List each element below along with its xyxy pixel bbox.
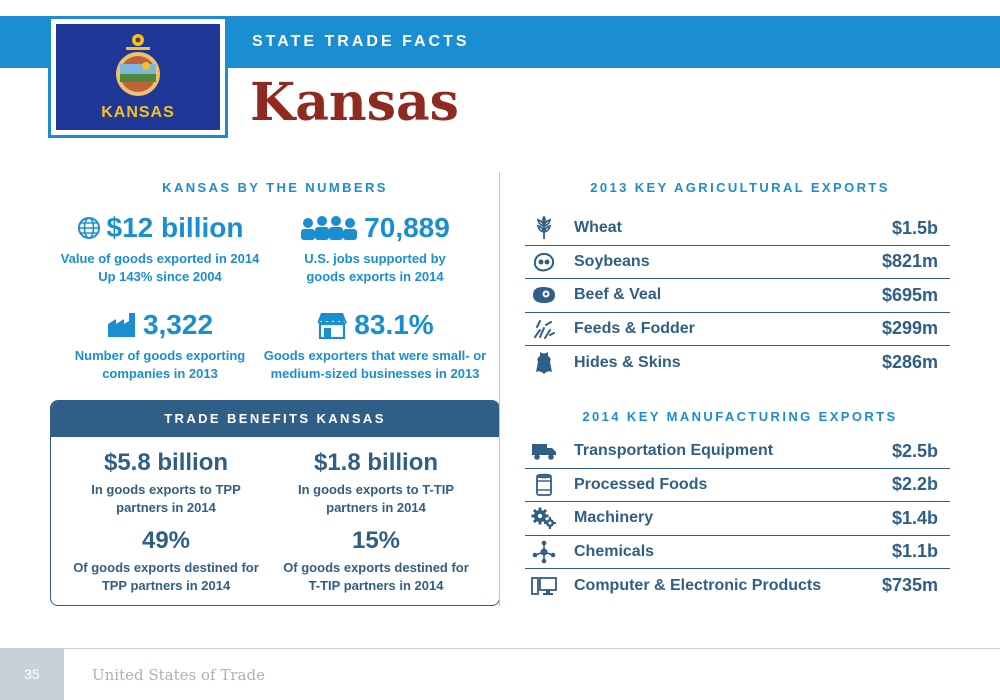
list-item: Hides & Skins $286m (525, 346, 950, 380)
can-icon (529, 473, 559, 497)
export-name: Soybeans (574, 252, 650, 270)
trade-benefits-panel: TRADE BENEFITS KANSAS $5.8 billion In go… (50, 400, 500, 606)
export-value: $1.1b (891, 541, 938, 562)
stat-value: 83.1% (354, 309, 434, 340)
by-numbers-heading: KANSAS BY THE NUMBERS (162, 180, 388, 195)
wheat-icon (529, 216, 559, 240)
benefit-desc-line: partners in 2014 (116, 500, 216, 515)
list-item: Chemicals $1.1b (525, 536, 950, 569)
factory-icon (107, 313, 135, 337)
benefit-ttip-value: $1.8 billion In goods exports to T-TIP p… (271, 449, 481, 517)
storefront-icon (317, 313, 348, 339)
computer-icon (529, 575, 559, 597)
benefit-value: 15% (351, 527, 401, 554)
stat-desc-line: medium-sized businesses in 2013 (270, 366, 480, 381)
molecule-icon (529, 540, 559, 564)
export-name: Machinery (574, 509, 654, 527)
stat-desc-line: goods exports in 2014 (306, 269, 444, 284)
stat-jobs: 70,889 U.S. jobs supported by goods expo… (270, 212, 480, 286)
stat-desc-line: companies in 2013 (102, 366, 218, 381)
workers-icon (301, 216, 358, 240)
export-name: Transportation Equipment (574, 442, 774, 460)
agricultural-heading: 2013 KEY AGRICULTURAL EXPORTS (590, 180, 890, 195)
page-title: Kansas (250, 72, 459, 133)
benefit-desc-line: Of goods exports destined for (73, 560, 259, 575)
trade-benefits-heading: TRADE BENEFITS KANSAS (51, 401, 499, 437)
list-item: Beef & Veal $695m (525, 279, 950, 313)
export-value: $735m (881, 575, 938, 596)
benefit-desc-line: In goods exports to T-TIP (298, 482, 454, 497)
benefit-desc-line: partners in 2014 (326, 500, 426, 515)
export-value: $2.2b (891, 474, 938, 495)
steak-icon (529, 285, 559, 305)
flag-label: KANSAS (101, 104, 175, 121)
stat-value: $12 billion (106, 212, 244, 243)
stat-desc-line: Up 143% since 2004 (98, 269, 222, 284)
manufacturing-list: Transportation Equipment $2.5b Processed… (525, 435, 950, 603)
export-name: Beef & Veal (574, 286, 662, 304)
benefit-desc-line: Of goods exports destined for (283, 560, 469, 575)
hide-icon (529, 351, 559, 375)
list-item: Processed Foods $2.2b (525, 469, 950, 502)
export-value: $695m (881, 284, 938, 305)
stat-small-business: 83.1% Goods exporters that were small- o… (262, 309, 488, 383)
list-item: Machinery $1.4b (525, 502, 950, 536)
list-item: Wheat $1.5b (525, 212, 950, 246)
benefit-desc-line: TPP partners in 2014 (101, 578, 231, 593)
stat-desc-line: Number of goods exporting (74, 348, 246, 363)
stat-desc-line: Value of goods exported in 2014 (60, 251, 260, 266)
state-seal-icon (116, 34, 160, 96)
publication-title: United States of Trade (92, 666, 265, 684)
benefit-value: 49% (141, 527, 191, 554)
stat-exports-value: $12 billion Value of goods exported in 2… (55, 212, 265, 286)
benefit-tpp-value: $5.8 billion In goods exports to TPP par… (61, 449, 271, 517)
stat-desc-line: U.S. jobs supported by (304, 251, 446, 266)
export-name: Computer & Electronic Products (574, 576, 822, 594)
export-value: $299m (881, 318, 938, 339)
export-name: Hides & Skins (574, 353, 681, 371)
export-value: $2.5b (891, 440, 938, 461)
agricultural-list: Wheat $1.5b Soybeans $821m Beef & Veal $… (525, 212, 950, 380)
state-flag: KANSAS (48, 16, 228, 138)
export-name: Processed Foods (574, 475, 708, 493)
benefit-ttip-share: 15% Of goods exports destined for T-TIP … (271, 527, 481, 595)
gears-icon (529, 507, 559, 530)
export-value: $1.5b (891, 217, 938, 238)
globe-icon (77, 217, 100, 239)
stat-value: 3,322 (142, 309, 214, 340)
section-kicker: STATE TRADE FACTS (252, 33, 470, 50)
export-value: $821m (881, 251, 938, 272)
benefit-tpp-share: 49% Of goods exports destined for TPP pa… (61, 527, 271, 595)
stat-value: 70,889 (364, 212, 450, 243)
benefit-value: $1.8 billion (313, 449, 439, 476)
export-value: $1.4b (891, 507, 938, 528)
list-item: Soybeans $821m (525, 246, 950, 279)
export-name: Wheat (574, 219, 622, 237)
list-item: Computer & Electronic Products $735m (525, 569, 950, 603)
list-item: Feeds & Fodder $299m (525, 313, 950, 346)
benefit-desc-line: T-TIP partners in 2014 (308, 578, 444, 593)
export-name: Chemicals (574, 542, 655, 560)
export-value: $286m (881, 352, 938, 373)
benefit-desc-line: In goods exports to TPP (91, 482, 241, 497)
flag-field: KANSAS (56, 24, 220, 130)
footer-divider (0, 648, 1000, 649)
page-number: 35 (0, 649, 64, 700)
stat-companies: 3,322 Number of goods exporting companie… (55, 309, 265, 383)
soybean-icon (529, 251, 559, 273)
stat-desc-line: Goods exporters that were small- or (263, 348, 487, 363)
feed-icon (529, 318, 559, 340)
export-name: Feeds & Fodder (574, 319, 695, 337)
benefit-value: $5.8 billion (103, 449, 229, 476)
list-item: Transportation Equipment $2.5b (525, 435, 950, 469)
manufacturing-heading: 2014 KEY MANUFACTURING EXPORTS (582, 409, 898, 424)
column-divider (499, 172, 500, 606)
truck-icon (529, 441, 559, 461)
